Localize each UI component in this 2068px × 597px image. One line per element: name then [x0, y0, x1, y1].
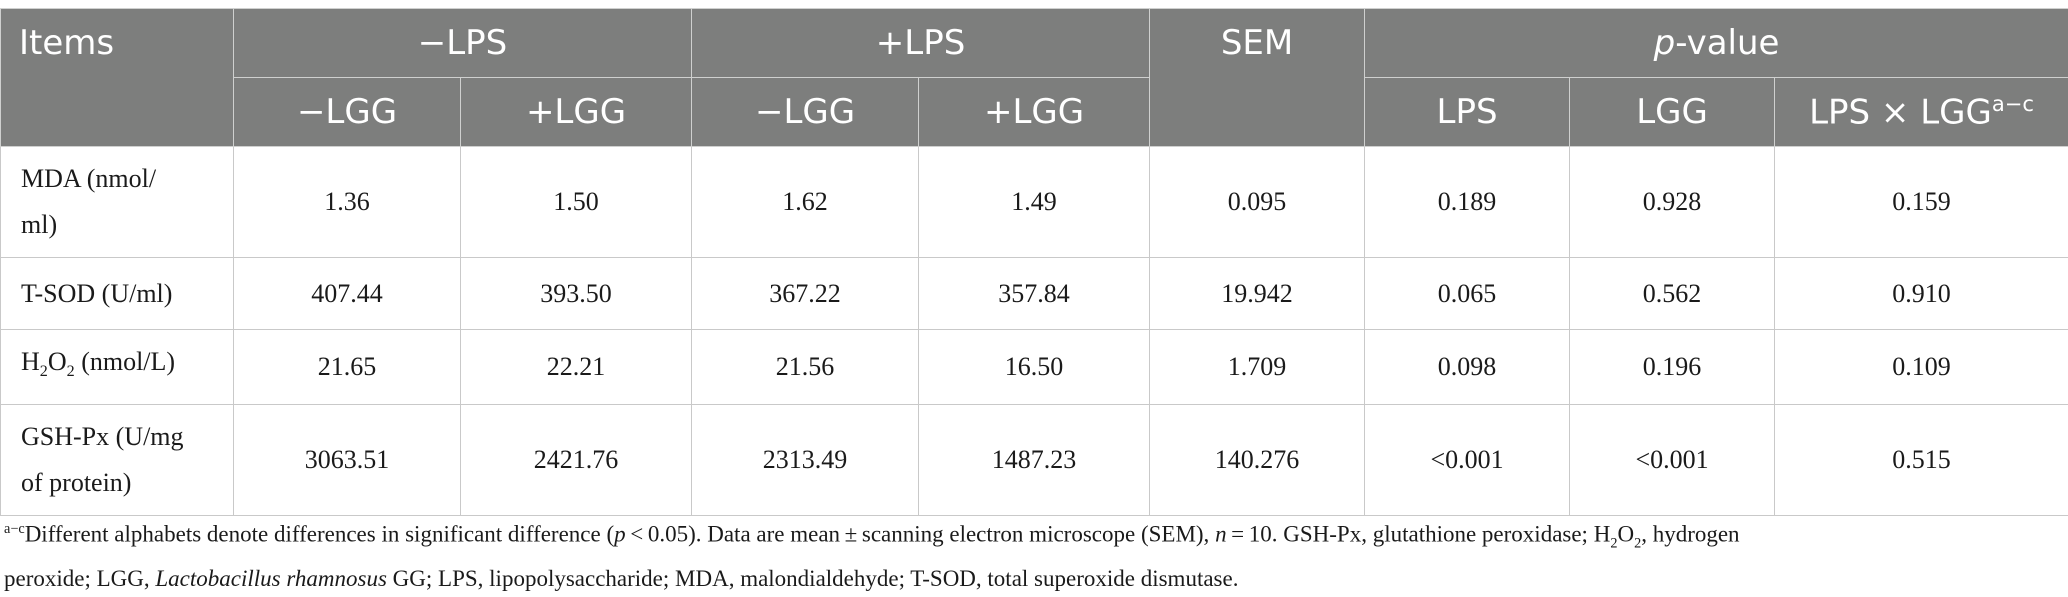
label-line-2: ml)	[21, 210, 57, 239]
table-row: T-SOD (U/ml) 407.44 393.50 367.22 357.84…	[1, 258, 2068, 330]
row-label: T-SOD (U/ml)	[1, 258, 234, 330]
footnote-text: peroxide; LGG,	[4, 566, 155, 591]
cell: 1.709	[1150, 330, 1365, 405]
cell: 0.928	[1570, 147, 1775, 258]
footnote-superscript: a−c	[4, 521, 25, 537]
header-sem: SEM	[1150, 9, 1365, 147]
cell: 0.515	[1775, 405, 2068, 516]
cell: 2421.76	[461, 405, 692, 516]
cell: 0.095	[1150, 147, 1365, 258]
cell: 0.159	[1775, 147, 2068, 258]
cell: 1.62	[692, 147, 919, 258]
cell: 0.098	[1365, 330, 1570, 405]
cell: 407.44	[234, 258, 461, 330]
footnote-n: n	[1215, 522, 1227, 547]
header-plus-lgg-1: +LGG	[461, 78, 692, 147]
table-row: H2O2 (nmol/L) 21.65 22.21 21.56 16.50 1.…	[1, 330, 2068, 405]
cell: 21.56	[692, 330, 919, 405]
p-value-suffix: -value	[1675, 23, 1779, 63]
results-table: Items −LPS +LPS SEM p-value −LGG +LGG −L…	[0, 8, 2068, 516]
header-plus-lps: +LPS	[692, 9, 1150, 78]
header-minus-lgg-2: −LGG	[692, 78, 919, 147]
cell: 19.942	[1150, 258, 1365, 330]
label-line-1: GSH-Px (U/mg	[21, 422, 184, 451]
cell: 0.562	[1570, 258, 1775, 330]
header-p-value: p-value	[1365, 9, 2068, 78]
cell: 22.21	[461, 330, 692, 405]
label-sub: 2	[40, 363, 48, 380]
header-p-lgg: LGG	[1570, 78, 1775, 147]
table-row: MDA (nmol/ml) 1.36 1.50 1.62 1.49 0.095 …	[1, 147, 2068, 258]
header-items: Items	[1, 9, 234, 147]
cell: <0.001	[1365, 405, 1570, 516]
header-plus-lgg-2: +LGG	[919, 78, 1150, 147]
label-line-2: of protein)	[21, 468, 131, 497]
row-label: H2O2 (nmol/L)	[1, 330, 234, 405]
cell: 1.36	[234, 147, 461, 258]
cell: 16.50	[919, 330, 1150, 405]
header-p-interaction: LPS × LGGa−c	[1775, 78, 2068, 147]
cell: 0.189	[1365, 147, 1570, 258]
cell: 0.196	[1570, 330, 1775, 405]
footnote-text: O	[1617, 522, 1634, 547]
footnote-text: , hydrogen	[1641, 522, 1739, 547]
footnote-species: Lactobacillus rhamnosus	[155, 566, 387, 591]
cell: 393.50	[461, 258, 692, 330]
footnote-text: GG; LPS, lipopolysaccharide; MDA, malond…	[387, 566, 1239, 591]
cell: 140.276	[1150, 405, 1365, 516]
interaction-label: LPS × LGG	[1809, 93, 1992, 133]
table-footnote: a−cDifferent alphabets denote difference…	[4, 511, 2054, 597]
header-minus-lgg-1: −LGG	[234, 78, 461, 147]
cell: 1.49	[919, 147, 1150, 258]
label-h: H	[21, 347, 40, 376]
header-minus-lps: −LPS	[234, 9, 692, 78]
p-italic: p	[1654, 23, 1676, 63]
cell: 357.84	[919, 258, 1150, 330]
footnote-text: = 10. GSH-Px, glutathione peroxidase; H	[1227, 522, 1611, 547]
cell: 21.65	[234, 330, 461, 405]
label-line-1: MDA (nmol/	[21, 164, 156, 193]
cell: 0.910	[1775, 258, 2068, 330]
header-p-lps: LPS	[1365, 78, 1570, 147]
label-o: O	[48, 347, 67, 376]
footnote-p: p	[614, 522, 626, 547]
interaction-superscript: a−c	[1992, 91, 2034, 116]
cell: 1.50	[461, 147, 692, 258]
label-unit: (nmol/L)	[75, 347, 175, 376]
label-sub: 2	[67, 363, 75, 380]
row-label: GSH-Px (U/mg of protein)	[1, 405, 234, 516]
cell: 1487.23	[919, 405, 1150, 516]
cell: 2313.49	[692, 405, 919, 516]
cell: 3063.51	[234, 405, 461, 516]
row-label: MDA (nmol/ml)	[1, 147, 234, 258]
footnote-text: < 0.05). Data are mean ± scanning electr…	[626, 522, 1215, 547]
cell: 367.22	[692, 258, 919, 330]
footnote-text: Different alphabets denote differences i…	[25, 522, 614, 547]
cell: 0.065	[1365, 258, 1570, 330]
cell: <0.001	[1570, 405, 1775, 516]
cell: 0.109	[1775, 330, 2068, 405]
